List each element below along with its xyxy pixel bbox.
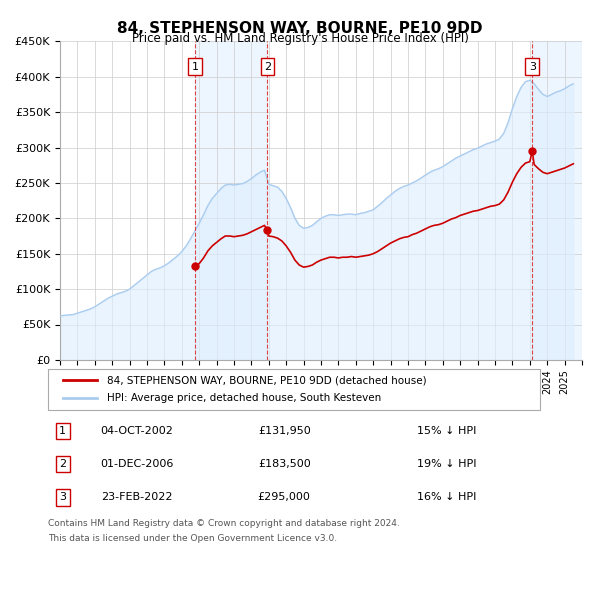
Text: 1: 1 xyxy=(59,426,66,436)
Text: This data is licensed under the Open Government Licence v3.0.: This data is licensed under the Open Gov… xyxy=(48,534,337,543)
FancyBboxPatch shape xyxy=(48,369,540,410)
Text: Price paid vs. HM Land Registry's House Price Index (HPI): Price paid vs. HM Land Registry's House … xyxy=(131,32,469,45)
Text: 84, STEPHENSON WAY, BOURNE, PE10 9DD (detached house): 84, STEPHENSON WAY, BOURNE, PE10 9DD (de… xyxy=(107,375,427,385)
Text: 2: 2 xyxy=(264,62,271,72)
Text: 16% ↓ HPI: 16% ↓ HPI xyxy=(417,492,476,502)
Text: HPI: Average price, detached house, South Kesteven: HPI: Average price, detached house, Sout… xyxy=(107,394,381,404)
Bar xyxy=(195,41,268,360)
Text: 15% ↓ HPI: 15% ↓ HPI xyxy=(417,426,476,436)
Text: 1: 1 xyxy=(191,62,199,72)
Text: £183,500: £183,500 xyxy=(258,459,311,469)
Text: 84, STEPHENSON WAY, BOURNE, PE10 9DD: 84, STEPHENSON WAY, BOURNE, PE10 9DD xyxy=(117,21,483,35)
Text: 2: 2 xyxy=(59,459,67,469)
Text: 19% ↓ HPI: 19% ↓ HPI xyxy=(417,459,476,469)
Text: 3: 3 xyxy=(529,62,536,72)
Text: £295,000: £295,000 xyxy=(258,492,311,502)
Bar xyxy=(532,41,582,360)
Text: £131,950: £131,950 xyxy=(258,426,311,436)
Text: 04-OCT-2002: 04-OCT-2002 xyxy=(100,426,173,436)
Text: 01-DEC-2006: 01-DEC-2006 xyxy=(100,459,173,469)
Text: 3: 3 xyxy=(59,492,66,502)
Text: 23-FEB-2022: 23-FEB-2022 xyxy=(101,492,172,502)
Text: Contains HM Land Registry data © Crown copyright and database right 2024.: Contains HM Land Registry data © Crown c… xyxy=(48,519,400,528)
